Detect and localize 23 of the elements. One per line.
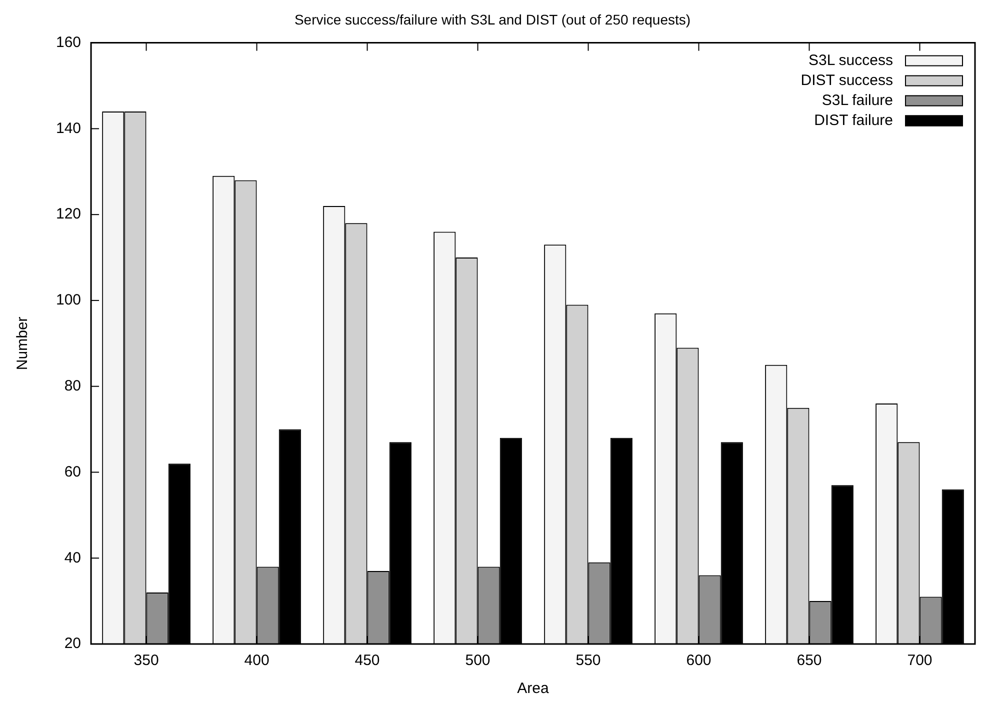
x-axis-title: Area bbox=[517, 680, 550, 698]
legend-label: DIST success bbox=[800, 72, 893, 89]
y-tick-label: 120 bbox=[56, 206, 82, 223]
x-tick-label: 700 bbox=[907, 652, 932, 670]
x-tick-label: 400 bbox=[244, 652, 270, 670]
y-tick-label: 20 bbox=[64, 635, 82, 652]
y-axis-title: Number bbox=[14, 316, 32, 370]
y-tick-label: 40 bbox=[64, 549, 82, 566]
legend-label: S3L success bbox=[808, 52, 893, 69]
x-tick-label: 450 bbox=[354, 652, 380, 670]
x-tick-label: 550 bbox=[576, 652, 601, 670]
x-tick-label: 500 bbox=[465, 652, 490, 670]
legend-label: S3L failure bbox=[822, 92, 893, 109]
x-tick-label: 600 bbox=[686, 652, 712, 670]
x-tick-label: 350 bbox=[134, 652, 159, 670]
chart-title: Service success/failure with S3L and DIST (out of 250 requests) bbox=[294, 11, 691, 28]
y-tick-label: 100 bbox=[56, 292, 82, 309]
y-tick-label: 160 bbox=[56, 34, 82, 51]
y-tick-label: 80 bbox=[64, 377, 82, 394]
y-tick-label: 60 bbox=[64, 463, 82, 480]
y-tick-label: 140 bbox=[56, 120, 82, 137]
x-tick-label: 650 bbox=[796, 652, 822, 670]
legend-label: DIST failure bbox=[814, 112, 893, 129]
